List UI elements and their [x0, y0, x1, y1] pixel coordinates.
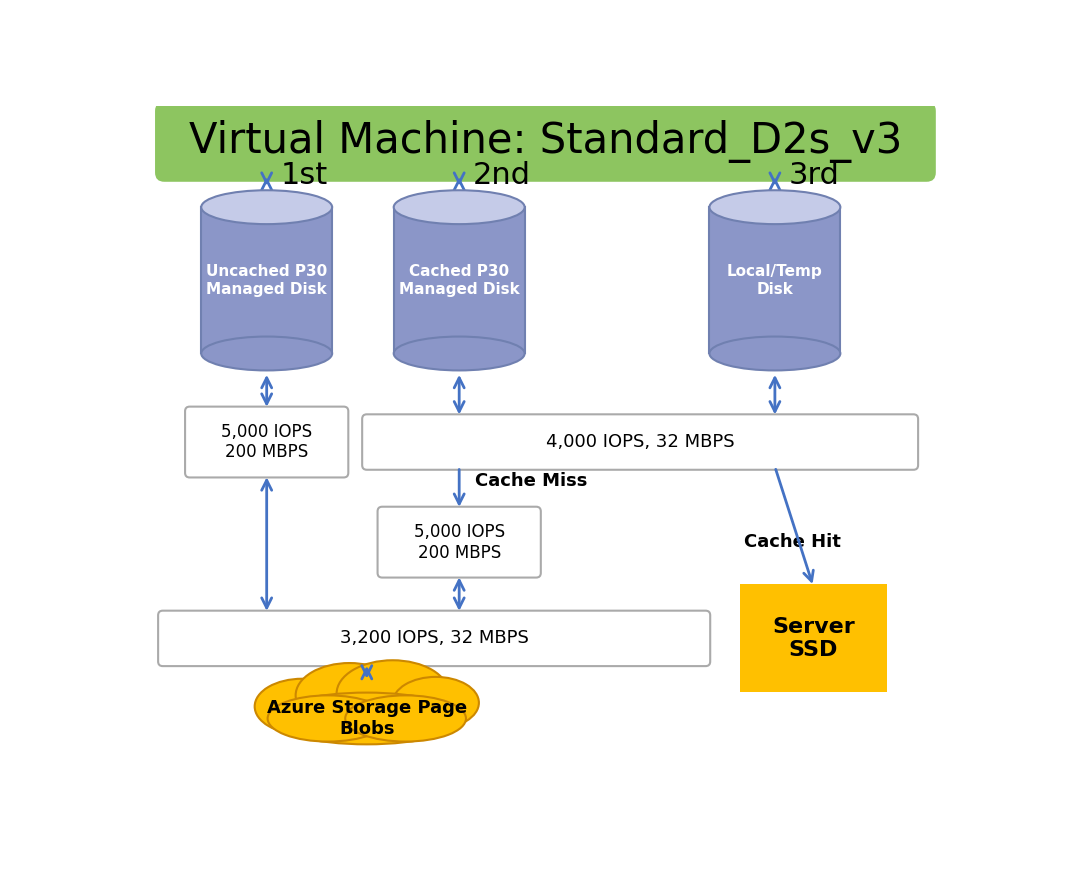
FancyBboxPatch shape	[185, 407, 348, 478]
FancyBboxPatch shape	[155, 102, 936, 182]
Text: Cache Miss: Cache Miss	[475, 471, 587, 490]
FancyBboxPatch shape	[158, 610, 710, 666]
Text: Cache Hit: Cache Hit	[744, 533, 841, 551]
Text: 1st: 1st	[280, 161, 328, 190]
Ellipse shape	[345, 696, 466, 742]
Text: 3,200 IOPS, 32 MBPS: 3,200 IOPS, 32 MBPS	[340, 629, 528, 648]
Ellipse shape	[255, 679, 349, 734]
Text: Local/Temp
Disk: Local/Temp Disk	[727, 264, 823, 297]
Text: Uncached P30
Managed Disk: Uncached P30 Managed Disk	[206, 264, 327, 297]
Ellipse shape	[201, 337, 332, 370]
FancyBboxPatch shape	[362, 415, 918, 470]
FancyBboxPatch shape	[740, 585, 886, 692]
Ellipse shape	[201, 190, 332, 224]
Ellipse shape	[393, 677, 479, 728]
Polygon shape	[394, 207, 525, 354]
Ellipse shape	[394, 337, 525, 370]
Polygon shape	[709, 207, 840, 354]
Text: 4,000 IOPS, 32 MBPS: 4,000 IOPS, 32 MBPS	[546, 433, 735, 451]
Ellipse shape	[709, 337, 840, 370]
Ellipse shape	[709, 190, 840, 224]
Text: Server
SSD: Server SSD	[772, 617, 855, 660]
Ellipse shape	[337, 660, 448, 727]
Ellipse shape	[267, 696, 389, 742]
Ellipse shape	[394, 190, 525, 224]
Text: Cached P30
Managed Disk: Cached P30 Managed Disk	[398, 264, 520, 297]
Polygon shape	[201, 207, 332, 354]
Ellipse shape	[296, 663, 404, 727]
Text: Azure Storage Page
Blobs: Azure Storage Page Blobs	[266, 699, 466, 738]
Ellipse shape	[269, 693, 463, 744]
Text: 5,000 IOPS
200 MBPS: 5,000 IOPS 200 MBPS	[222, 423, 312, 462]
Text: 3rd: 3rd	[789, 161, 839, 190]
Text: 5,000 IOPS
200 MBPS: 5,000 IOPS 200 MBPS	[413, 523, 505, 562]
Text: 2nd: 2nd	[473, 161, 531, 190]
FancyBboxPatch shape	[378, 507, 541, 578]
Text: Virtual Machine: Standard_D2s_v3: Virtual Machine: Standard_D2s_v3	[189, 120, 902, 163]
